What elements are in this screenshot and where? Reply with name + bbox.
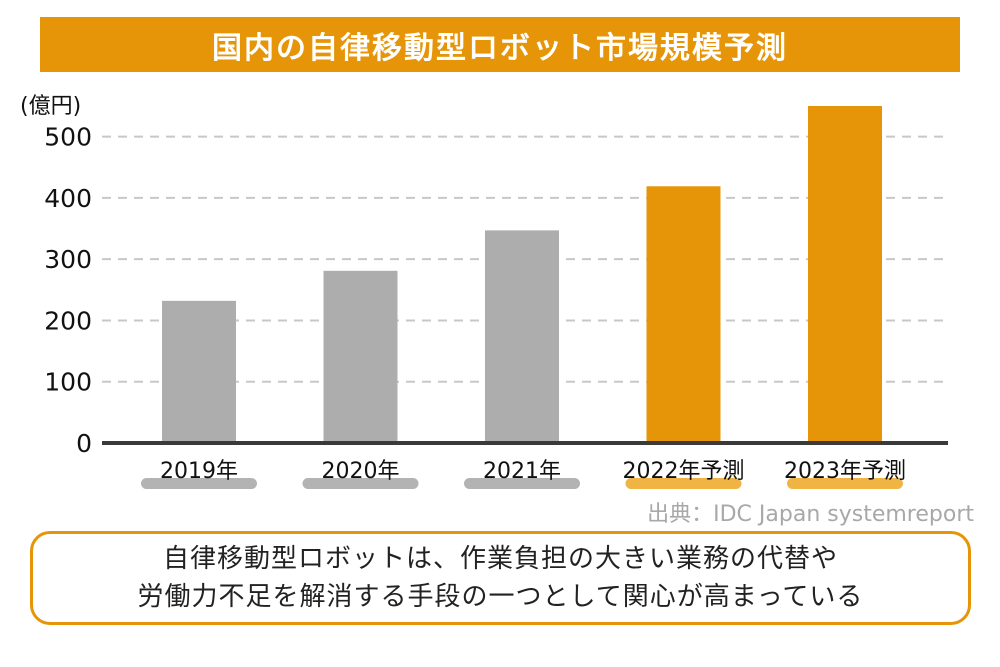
x-tick-label: 2020年 [322, 459, 400, 484]
bar-5 [808, 106, 882, 443]
bar-1 [162, 300, 236, 443]
y-axis-ticks: 0 100 200 300 400 500 [44, 123, 92, 458]
x-tick-underline [787, 478, 903, 489]
y-axis-unit-label: (億円) [20, 94, 82, 119]
chart-title: 国内の自律移動型ロボット市場規模予測 [212, 30, 788, 66]
x-tick-underline [302, 478, 419, 489]
x-tick-label: 2021年 [483, 459, 561, 484]
x-tick-underline [625, 478, 742, 489]
y-tick-label: 400 [44, 184, 92, 213]
y-tick-label: 300 [44, 245, 92, 274]
bars [162, 106, 882, 443]
bar-3 [485, 230, 559, 443]
x-tick-label: 2022年予測 [623, 459, 745, 484]
bar-2 [323, 270, 398, 443]
x-tick-label: 2019年 [160, 459, 238, 484]
bar-4 [646, 186, 721, 443]
x-tick-underline [141, 478, 257, 489]
y-tick-label: 100 [44, 368, 92, 397]
y-tick-label: 500 [44, 123, 92, 152]
x-tick-underline [464, 478, 580, 489]
source-credit: 出典：IDC Japan systemreport [647, 502, 974, 527]
y-tick-label: 200 [44, 306, 92, 335]
summary-line-2: 労働力不足を解消する手段の一つとして関心が高まっている [137, 582, 864, 612]
y-tick-label: 0 [76, 429, 92, 458]
summary-callout: 自律移動型ロボットは、作業負担の大きい業務の代替や 労働力不足を解消する手段の一… [30, 531, 971, 625]
summary-line-1: 自律移動型ロボットは、作業負担の大きい業務の代替や [162, 544, 838, 574]
chart-title-banner: 国内の自律移動型ロボット市場規模予測 [40, 17, 960, 72]
x-axis-ticks: 2019年 2020年 2021年 2022年予測 2023年予測 [141, 459, 906, 489]
x-tick-label: 2023年予測 [784, 459, 906, 484]
